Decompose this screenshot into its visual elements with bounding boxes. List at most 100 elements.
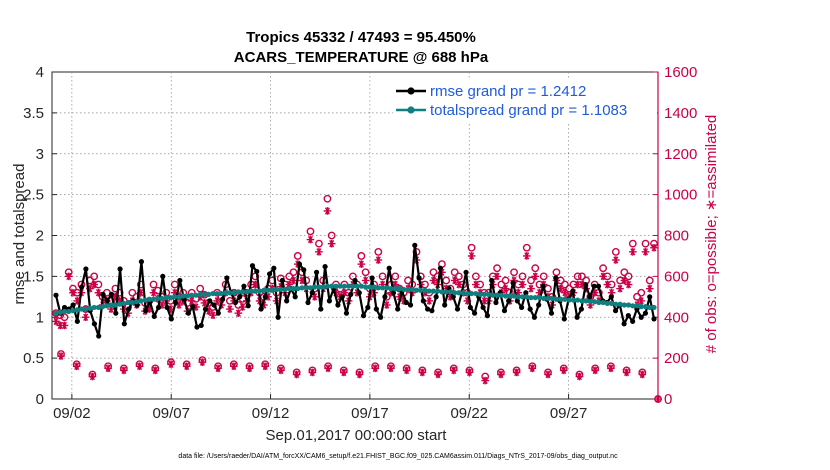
legend-marker-rmse: [407, 87, 415, 95]
obs-assimilated-marker: [292, 370, 301, 379]
rmse-point: [420, 298, 426, 304]
totalspread-point: [435, 288, 441, 294]
rmse-point: [224, 275, 230, 281]
obs-assimilated-marker: [638, 370, 647, 379]
rmse-point: [79, 284, 85, 290]
legend-marker-spread: [407, 106, 415, 114]
totalspread-point: [282, 286, 288, 293]
obs-assimilated-marker: [418, 368, 427, 377]
totalspread-point: [379, 285, 386, 291]
obs-possible-marker: [552, 268, 561, 277]
totalspread-point: [630, 303, 636, 309]
rmse-point: [318, 306, 324, 312]
totalspread-point: [532, 295, 538, 301]
obs-assimilated-marker: [493, 272, 501, 281]
rmse-point: [202, 306, 209, 312]
totalspread-point: [320, 284, 326, 290]
totalspread-point: [515, 294, 521, 300]
totalspread-point: [562, 296, 568, 302]
totalspread-point: [125, 299, 131, 306]
y-tick-left-label: 4: [36, 64, 44, 81]
totalspread-point: [447, 289, 454, 295]
x-tick-label: 09/27: [550, 405, 588, 422]
obs-possible-marker: [450, 268, 459, 277]
obs-assimilated-marker: [387, 364, 395, 373]
totalspread-point: [519, 294, 526, 300]
obs-assimilated-marker: [607, 364, 615, 373]
rmse-point: [612, 308, 619, 314]
obs-assimilated-marker: [315, 248, 323, 256]
rmse-point: [173, 299, 179, 306]
rmse-point: [108, 291, 115, 297]
totalspread-point: [223, 290, 229, 296]
totalspread-point: [252, 288, 258, 294]
totalspread-point: [498, 292, 504, 298]
rmse-point: [561, 316, 567, 322]
rmse-point: [296, 261, 303, 267]
rmse-point: [343, 310, 350, 316]
totalspread-point: [464, 290, 470, 297]
obs-assimilated-marker: [339, 368, 348, 377]
rmse-point: [523, 290, 529, 296]
rmse-point: [373, 306, 379, 312]
chart-title-line2: ACARS_TEMPERATURE @ 688 hPa: [234, 49, 489, 66]
totalspread-point: [651, 304, 657, 311]
totalspread-point: [231, 290, 237, 296]
obs-assimilated-marker: [616, 284, 624, 293]
obs-possible-marker: [573, 272, 582, 281]
x-tick-label: 09/17: [351, 405, 389, 422]
totalspread-point: [363, 284, 369, 290]
rmse-point: [360, 313, 367, 319]
totalspread-point: [647, 304, 653, 311]
totalspread-point: [469, 290, 475, 297]
obs-possible-marker: [293, 252, 302, 260]
rmse-point: [369, 275, 375, 281]
y-tick-right-label: 200: [664, 350, 689, 367]
obs-assimilated-marker: [213, 297, 221, 305]
y-tick-right-label: 1600: [664, 64, 697, 81]
obs-possible-marker: [315, 239, 323, 248]
obs-assimilated-marker: [518, 280, 527, 289]
rmse-point: [437, 265, 444, 271]
rmse-point: [578, 306, 584, 312]
totalspread-point: [218, 290, 225, 297]
rmse-point: [207, 298, 213, 304]
legend-label-rmse: rmse grand pr = 1.2412: [430, 83, 586, 100]
obs-possible-marker: [357, 252, 366, 260]
rmse-point: [527, 306, 533, 312]
obs-assimilated-marker: [167, 360, 175, 369]
totalspread-point: [286, 286, 292, 292]
rmse-point: [198, 322, 204, 329]
obs-assimilated-marker: [289, 276, 298, 285]
rmse-point: [211, 302, 217, 308]
rmse-point: [61, 304, 68, 311]
rmse-point: [625, 313, 631, 319]
rmse-point: [433, 294, 439, 300]
rmse-point: [638, 314, 644, 320]
rmse-point: [510, 280, 516, 286]
obs-assimilated-marker: [402, 366, 411, 375]
rmse-point: [96, 333, 102, 339]
obs-assimilated-marker: [527, 284, 535, 293]
rmse-point: [442, 302, 448, 308]
rmse-point: [151, 313, 157, 320]
rmse-point: [143, 308, 149, 314]
obs-assimilated-marker: [425, 297, 434, 305]
totalspread-point: [333, 283, 339, 289]
rmse-point: [386, 265, 392, 271]
totalspread-point: [600, 299, 606, 306]
rmse-point: [91, 321, 98, 327]
y-tick-left-label: 2.5: [23, 187, 44, 204]
totalspread-point: [278, 286, 284, 293]
obs-assimilated-marker: [230, 362, 238, 371]
obs-assimilated-marker: [327, 239, 336, 248]
rmse-point: [177, 277, 183, 284]
obs-assimilated-marker: [209, 311, 217, 320]
rmse-point: [113, 310, 119, 316]
obs-assimilated-marker: [187, 297, 196, 305]
totalspread-point: [210, 290, 216, 297]
totalspread-point: [490, 292, 496, 298]
totalspread-point: [642, 304, 649, 310]
totalspread-point: [460, 290, 466, 296]
obs-assimilated-marker: [355, 370, 364, 379]
